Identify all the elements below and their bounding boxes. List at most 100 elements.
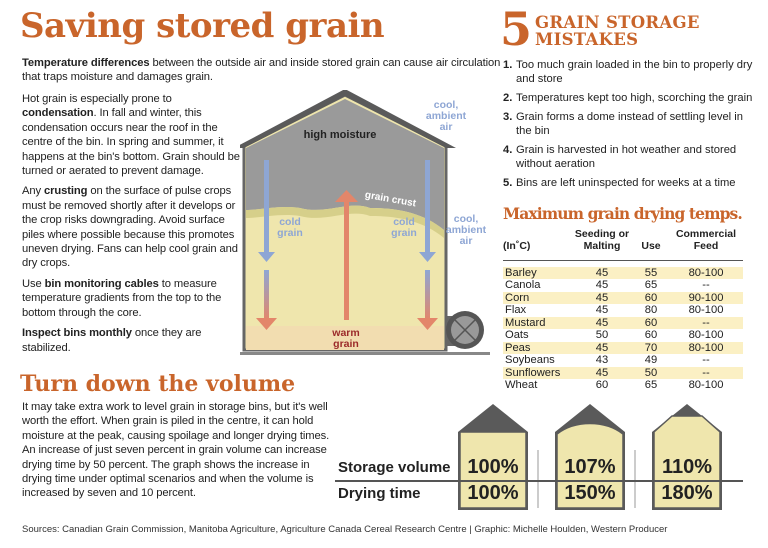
table-cell: 65 [644, 379, 658, 391]
volume-text: It may take extra work to level grain in… [22, 401, 330, 500]
volume-bins [458, 404, 722, 510]
table-cell: -- [702, 279, 710, 291]
warm-arrow-right-head [417, 318, 438, 330]
warm-grain-zone [246, 326, 444, 350]
table-cell: 80-100 [688, 379, 724, 391]
storage-value: 107% [564, 456, 616, 478]
paragraph: Inspect bins monthly once they are stabi… [22, 327, 202, 354]
list-item: 1. Too much grain loaded in the bin to pr… [503, 59, 753, 85]
table-cell: 49 [644, 354, 658, 366]
mistakes-list: 1. Too much grain loaded in the bin to pr… [503, 58, 758, 195]
table-row: Wheat 60 65 80-100 [503, 379, 743, 392]
table-cell: 60 [633, 291, 669, 304]
table-cell: Canola [505, 279, 541, 291]
storage-volume-label: Storage volume [338, 459, 451, 476]
cold-grain-label: cold [279, 216, 301, 228]
table-row: Flax 45 80 80-100 [503, 304, 743, 317]
table-cell: 80-100 [688, 329, 724, 341]
paragraph: Hot grain is especially prone to condens… [22, 93, 240, 178]
cool-air-label: air [440, 121, 453, 133]
intro-rest: between the outside air and inside store… [22, 57, 501, 84]
list-item: 3. Grain forms a dome instead of settling… [503, 111, 743, 137]
table-row: Corn 45 60 90-100 [503, 291, 743, 304]
table-cell: 80-100 [669, 341, 743, 354]
table-cell: 80-100 [669, 266, 743, 279]
cool-air-label: cool, [454, 213, 479, 225]
table-cell: Soybeans [505, 354, 555, 366]
cool-air-label: ambient [446, 224, 487, 236]
warm-arrow-center-head [335, 190, 358, 202]
cold-arrow-left-top [264, 160, 269, 252]
table-cell: 60 [633, 316, 669, 329]
table-row: Mustard 45 60 -- [503, 316, 743, 329]
drying-temps-table: (In˚C) Seeding or Malting Use Commercial… [503, 228, 743, 392]
table-cell: Sunflowers [503, 366, 571, 379]
table-cell: 45 [595, 279, 609, 291]
high-moisture-label: high moisture [304, 129, 377, 141]
paragraph: Use bin monitoring cables to measure tem… [22, 277, 222, 319]
divider-line [335, 480, 743, 482]
table-cell: 65 [644, 279, 658, 291]
arrow-left-bottom [264, 270, 269, 320]
bin-110 [652, 404, 722, 510]
mistakes-title: GRAIN STORAGE MISTAKES [535, 13, 700, 49]
table-row: Canola 45 65 -- [503, 279, 743, 292]
table-row: Barley 45 55 80-100 [503, 266, 743, 279]
table-cell: 55 [633, 266, 669, 279]
table-cell: Barley [503, 266, 571, 279]
table-row: Soybeans 43 49 -- [503, 354, 743, 367]
warm-arrow-center [344, 200, 349, 320]
table-cell: -- [702, 354, 710, 366]
table-cell: 43 [595, 354, 609, 366]
high-moisture-zone [246, 99, 444, 230]
cold-arrow-right-head [419, 252, 436, 262]
table-cell: 45 [571, 341, 633, 354]
ground-line [240, 352, 490, 355]
warm-arrow-left-head [256, 318, 277, 330]
table-cell: 45 [571, 291, 633, 304]
column-header: Seeding or Malting [571, 228, 633, 261]
drying-value: 180% [661, 482, 713, 504]
left-column: Hot grain is especially prone to condens… [22, 92, 240, 361]
fan-icon [446, 311, 484, 349]
storage-value: 100% [467, 456, 519, 478]
table-cell: 70 [633, 341, 669, 354]
intro-bold: Temperature differences [22, 57, 150, 69]
table-cell: Mustard [503, 316, 571, 329]
grain-bin-diagram: high moisture grain crust cold grain col… [240, 90, 490, 355]
table-cell: 90-100 [669, 291, 743, 304]
cool-air-label: air [460, 235, 473, 247]
drying-value: 100% [467, 482, 519, 504]
mistakes-number: 5 [500, 2, 533, 56]
table-cell: 60 [644, 329, 658, 341]
table-cell: -- [669, 316, 743, 329]
list-item: 2. Temperatures kept too high, scorching … [503, 92, 753, 104]
column-header: Commercial Feed [669, 228, 743, 261]
cold-grain-label: grain [277, 227, 303, 239]
table-cell: Corn [503, 291, 571, 304]
cool-air-label: ambient [426, 110, 467, 122]
storage-value: 110% [661, 456, 713, 478]
grain-crust [246, 205, 444, 238]
cold-grain-label: cold [393, 216, 415, 228]
table-cell: 80 [644, 304, 658, 316]
column-header: (In˚C) [503, 228, 571, 261]
table-cell: 45 [571, 366, 633, 379]
drying-time-label: Drying time [338, 485, 421, 502]
table-cell: 45 [571, 266, 633, 279]
table-cell: -- [669, 366, 743, 379]
bin-100 [458, 404, 528, 510]
bin-107 [555, 404, 625, 510]
list-item: 4. Grain is harvested in hot weather and … [503, 144, 737, 170]
cold-arrow-left-head [258, 252, 275, 262]
drying-value: 150% [564, 482, 616, 504]
table-row: Oats 50 60 80-100 [503, 329, 743, 342]
paragraph: Any crusting on the surface of pulse cro… [22, 185, 238, 270]
warm-grain-label: grain [333, 338, 359, 350]
arrow-right-bottom [425, 270, 430, 320]
table-row: Peas 45 70 80-100 [503, 341, 743, 354]
table-cell: 60 [595, 379, 609, 391]
table-cell: Wheat [505, 379, 538, 391]
footer-credits: Sources: Canadian Grain Commission, Mani… [22, 524, 668, 535]
page-title: Saving stored grain [20, 6, 385, 46]
